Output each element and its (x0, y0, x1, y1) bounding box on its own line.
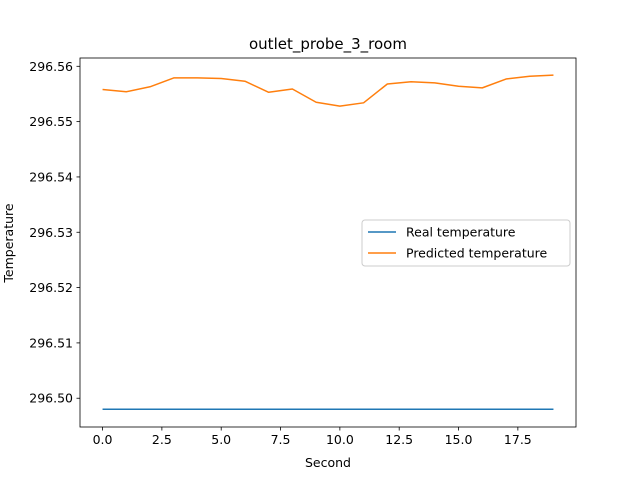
x-tick-label: 15.0 (445, 432, 473, 447)
x-tick-label: 10.0 (326, 432, 354, 447)
y-tick-label: 296.54 (29, 169, 73, 184)
legend-label-2: Predicted temperature (406, 246, 548, 261)
series-line-2 (102, 74, 554, 107)
x-axis-label: Second (305, 455, 351, 470)
y-tick-label: 296.56 (29, 59, 73, 74)
x-tick-label: 7.5 (271, 432, 291, 447)
x-tick-label: 2.5 (152, 432, 172, 447)
x-tick-label: 17.5 (504, 432, 532, 447)
x-tick-label: 0.0 (93, 432, 113, 447)
y-tick-label: 296.50 (29, 391, 73, 406)
legend-label-1: Real temperature (406, 225, 516, 240)
y-axis-ticks: 296.50 296.51 296.52 296.53 296.54 296.55 296.… (29, 59, 80, 406)
y-tick-label: 296.51 (29, 335, 73, 350)
y-axis-label: Temperature (1, 203, 16, 283)
plot-frame (79, 57, 577, 428)
chart-title: outlet_probe_3_room (249, 35, 407, 54)
x-tick-label: 12.5 (385, 432, 413, 447)
legend: Real temperature Predicted temperature (361, 219, 571, 267)
x-axis-ticks: 0.0 2.5 5.0 7.5 10.0 12.5 15.0 17.5 (93, 427, 532, 447)
plot-area (102, 74, 554, 411)
legend-box (361, 219, 571, 267)
y-tick-label: 296.52 (29, 280, 73, 295)
y-tick-label: 296.53 (29, 225, 73, 240)
x-tick-label: 5.0 (211, 432, 231, 447)
y-tick-label: 296.55 (29, 114, 73, 129)
